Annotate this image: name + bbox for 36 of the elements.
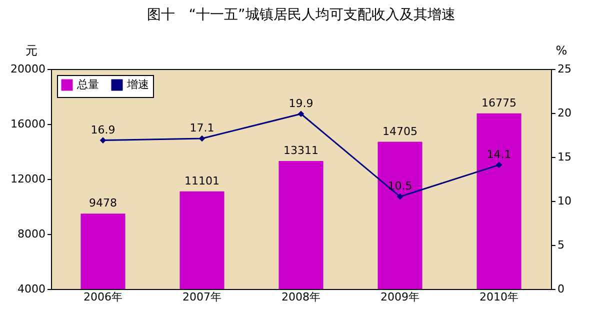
legend-label: 增速 [126, 78, 149, 91]
chart-title: 图十 “十一五”城镇居民人均可支配收入及其增速 [146, 7, 456, 23]
y2-tick-label: 25 [558, 62, 572, 76]
point [100, 137, 106, 144]
y-tick-label: 12000 [10, 172, 46, 186]
point [198, 135, 206, 142]
y-axis-title: 元 [26, 44, 38, 58]
y2-tick-label: 0 [558, 282, 564, 296]
point [298, 110, 304, 118]
data-label: 9478 [88, 196, 117, 210]
y2-tick-label: 20 [558, 106, 572, 120]
point [496, 162, 502, 168]
y2-tick-label: 15 [558, 150, 572, 164]
x-tick-label: 2009年 [380, 290, 420, 304]
data-label: 16.9 [90, 123, 116, 136]
x-tick-label: 2006年 [83, 290, 122, 304]
data-label: 19.9 [288, 96, 314, 110]
y-tick-label: 4000 [18, 282, 46, 296]
data-label: 14.1 [486, 148, 512, 161]
data-label: 11101 [184, 174, 220, 188]
y-tick-label: 8000 [18, 228, 46, 240]
data-label: 10.5 [388, 180, 412, 193]
y-tick-label: 20000 [10, 62, 46, 76]
x-tick-label: 2010年 [480, 290, 519, 304]
point [396, 193, 404, 200]
data-label: 13311 [284, 144, 318, 157]
x-tick-label: 2008年 [282, 290, 320, 304]
y-tick-label: 16000 [10, 118, 46, 130]
data-label: 14705 [382, 124, 418, 138]
y2-axis-title: % [556, 44, 568, 58]
legend-label: 总量 [76, 78, 99, 91]
y2-tick-label: 5 [558, 238, 564, 252]
x-tick-label: 2007年 [182, 290, 222, 304]
data-label: 16775 [482, 96, 517, 110]
y2-tick-label: 10 [558, 194, 572, 208]
data-label: 17.1 [190, 122, 214, 135]
